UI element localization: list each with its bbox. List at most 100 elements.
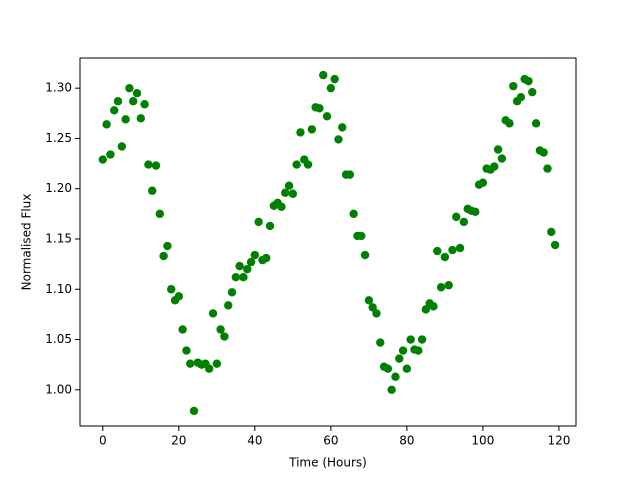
scatter-point <box>239 272 248 282</box>
scatter-point <box>186 359 195 368</box>
scatter-point <box>402 364 412 373</box>
y-tick-label: 1.30 <box>45 81 72 95</box>
x-tick-label: 0 <box>99 434 107 448</box>
scatter-point <box>235 261 244 271</box>
scatter-point <box>303 160 313 169</box>
scatter-point <box>189 406 199 416</box>
y-tick-label: 1.00 <box>45 382 72 396</box>
scatter-point <box>296 128 305 137</box>
scatter-point <box>360 250 370 260</box>
scatter-point <box>543 164 552 173</box>
scatter-point <box>539 148 548 157</box>
scatter-point <box>349 209 358 219</box>
scatter-point <box>254 217 263 227</box>
scatter-point <box>528 87 537 97</box>
scatter-point <box>265 221 275 231</box>
scatter-point <box>433 246 442 256</box>
scatter-point <box>376 338 385 347</box>
scatter-point <box>284 181 294 190</box>
scatter-point <box>531 119 541 128</box>
scatter-point <box>144 160 153 169</box>
scatter-point <box>391 372 400 381</box>
scatter-point <box>151 161 161 170</box>
scatter-point <box>395 354 404 363</box>
scatter-point <box>364 296 374 305</box>
scatter-point <box>250 250 260 260</box>
scatter-point <box>330 74 339 84</box>
y-tick-label: 1.10 <box>45 282 72 296</box>
scatter-point <box>113 97 123 106</box>
scatter-point <box>417 335 427 344</box>
scatter-point <box>509 81 518 91</box>
scatter-point <box>345 170 355 179</box>
scatter-point <box>550 240 560 250</box>
scatter-point <box>106 150 115 159</box>
scatter-point <box>452 212 461 222</box>
scatter-point <box>493 145 503 154</box>
scatter-point <box>182 346 191 355</box>
scatter-point <box>440 252 450 262</box>
scatter-point <box>505 119 514 128</box>
x-tick-label: 20 <box>171 434 186 448</box>
scatter-point <box>516 93 526 102</box>
scatter-point <box>159 251 168 261</box>
x-axis-label: Time (Hours) <box>288 456 367 470</box>
plot-frame <box>79 57 577 427</box>
scatter-point <box>208 309 218 318</box>
scatter-point <box>429 302 438 311</box>
y-tick-label: 1.15 <box>45 231 72 245</box>
x-tick-label: 120 <box>547 434 570 448</box>
scatter-point <box>212 359 222 368</box>
scatter-point <box>243 264 252 274</box>
scatter-point <box>524 76 533 86</box>
scatter-point <box>455 243 465 253</box>
scatter-point <box>315 104 324 113</box>
x-tick-label: 40 <box>247 434 262 448</box>
y-axis-label: Normalised Flux <box>20 194 34 291</box>
x-tick-label: 60 <box>323 434 338 448</box>
scatter-point <box>406 335 415 344</box>
scatter-point <box>178 325 187 334</box>
scatter-point <box>117 142 127 151</box>
scatter-point <box>414 346 423 355</box>
scatter-point <box>132 88 142 98</box>
scatter-point <box>497 154 507 163</box>
scatter-point <box>398 346 408 355</box>
scatter-point <box>326 83 336 93</box>
scatter-point <box>547 227 556 237</box>
scatter-point <box>383 364 393 373</box>
scatter-point <box>444 281 453 290</box>
scatter-point <box>155 209 165 219</box>
scatter-point <box>167 285 176 294</box>
scatter-point <box>319 70 328 80</box>
scatter-point <box>277 202 286 212</box>
scatter-point <box>121 115 130 124</box>
y-tick-label: 1.25 <box>45 131 72 145</box>
scatter-point <box>246 257 256 267</box>
scatter-point <box>490 162 499 171</box>
scatter-point <box>102 120 111 129</box>
y-tick-label: 1.20 <box>45 181 72 195</box>
scatter-point <box>372 309 381 318</box>
x-tick-label: 100 <box>471 434 494 448</box>
y-tick-label: 1.05 <box>45 332 72 346</box>
scatter-point <box>357 231 366 241</box>
scatter-point <box>140 100 149 109</box>
scatter-point <box>368 303 377 312</box>
scatter-point <box>448 245 457 255</box>
scatter-point <box>478 178 488 187</box>
scatter-point <box>125 83 134 93</box>
x-tick-label: 80 <box>399 434 414 448</box>
scatter-point <box>98 155 108 164</box>
scatter-point <box>148 186 157 195</box>
scatter-point <box>307 125 317 134</box>
scatter-point <box>262 253 271 263</box>
scatter-point <box>436 283 446 292</box>
scatter-point <box>334 135 343 144</box>
scatter-point <box>471 207 480 217</box>
scatter-point <box>129 97 138 106</box>
scatter-point <box>227 288 237 297</box>
scatter-point <box>174 292 184 301</box>
scatter-point <box>459 217 469 227</box>
